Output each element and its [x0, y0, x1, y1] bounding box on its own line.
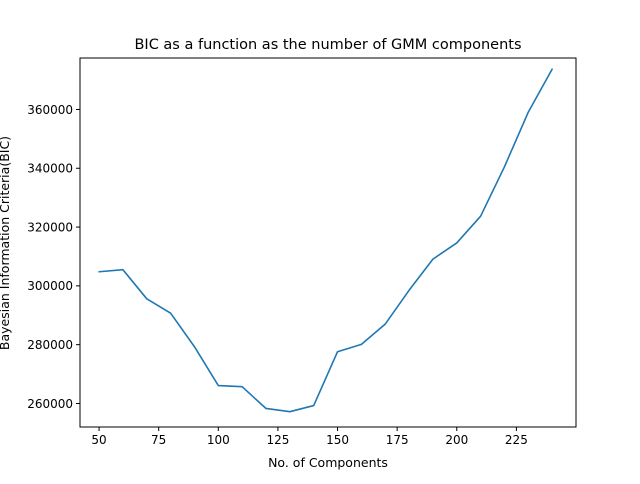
x-tick-label: 225	[505, 433, 528, 447]
x-axis: 50 75 100 125 150 175 200 225	[91, 427, 528, 447]
y-tick-label: 260000	[27, 397, 73, 411]
y-tick-label: 280000	[27, 338, 73, 352]
y-tick-label: 320000	[27, 220, 73, 234]
plot-frame	[79, 57, 577, 428]
x-tick-label: 200	[445, 433, 468, 447]
x-tick-label: 50	[91, 433, 106, 447]
y-tick-label: 360000	[27, 103, 73, 117]
chart-title: BIC as a function as the number of GMM c…	[134, 37, 521, 53]
y-axis-label: Bayesian Information Criteria(BIC)	[0, 136, 12, 350]
y-tick-label: 300000	[27, 279, 73, 293]
plot-area	[98, 68, 553, 413]
x-tick-label: 175	[386, 433, 409, 447]
y-tick-label: 340000	[27, 162, 73, 176]
x-tick-label: 100	[207, 433, 230, 447]
x-tick-label: 150	[326, 433, 349, 447]
x-tick-label: 75	[151, 433, 166, 447]
x-tick-label: 125	[266, 433, 289, 447]
y-axis: 260000 280000 300000 320000 340000 360000	[27, 103, 80, 411]
series-line	[98, 68, 553, 413]
x-axis-label: No. of Components	[268, 455, 388, 470]
